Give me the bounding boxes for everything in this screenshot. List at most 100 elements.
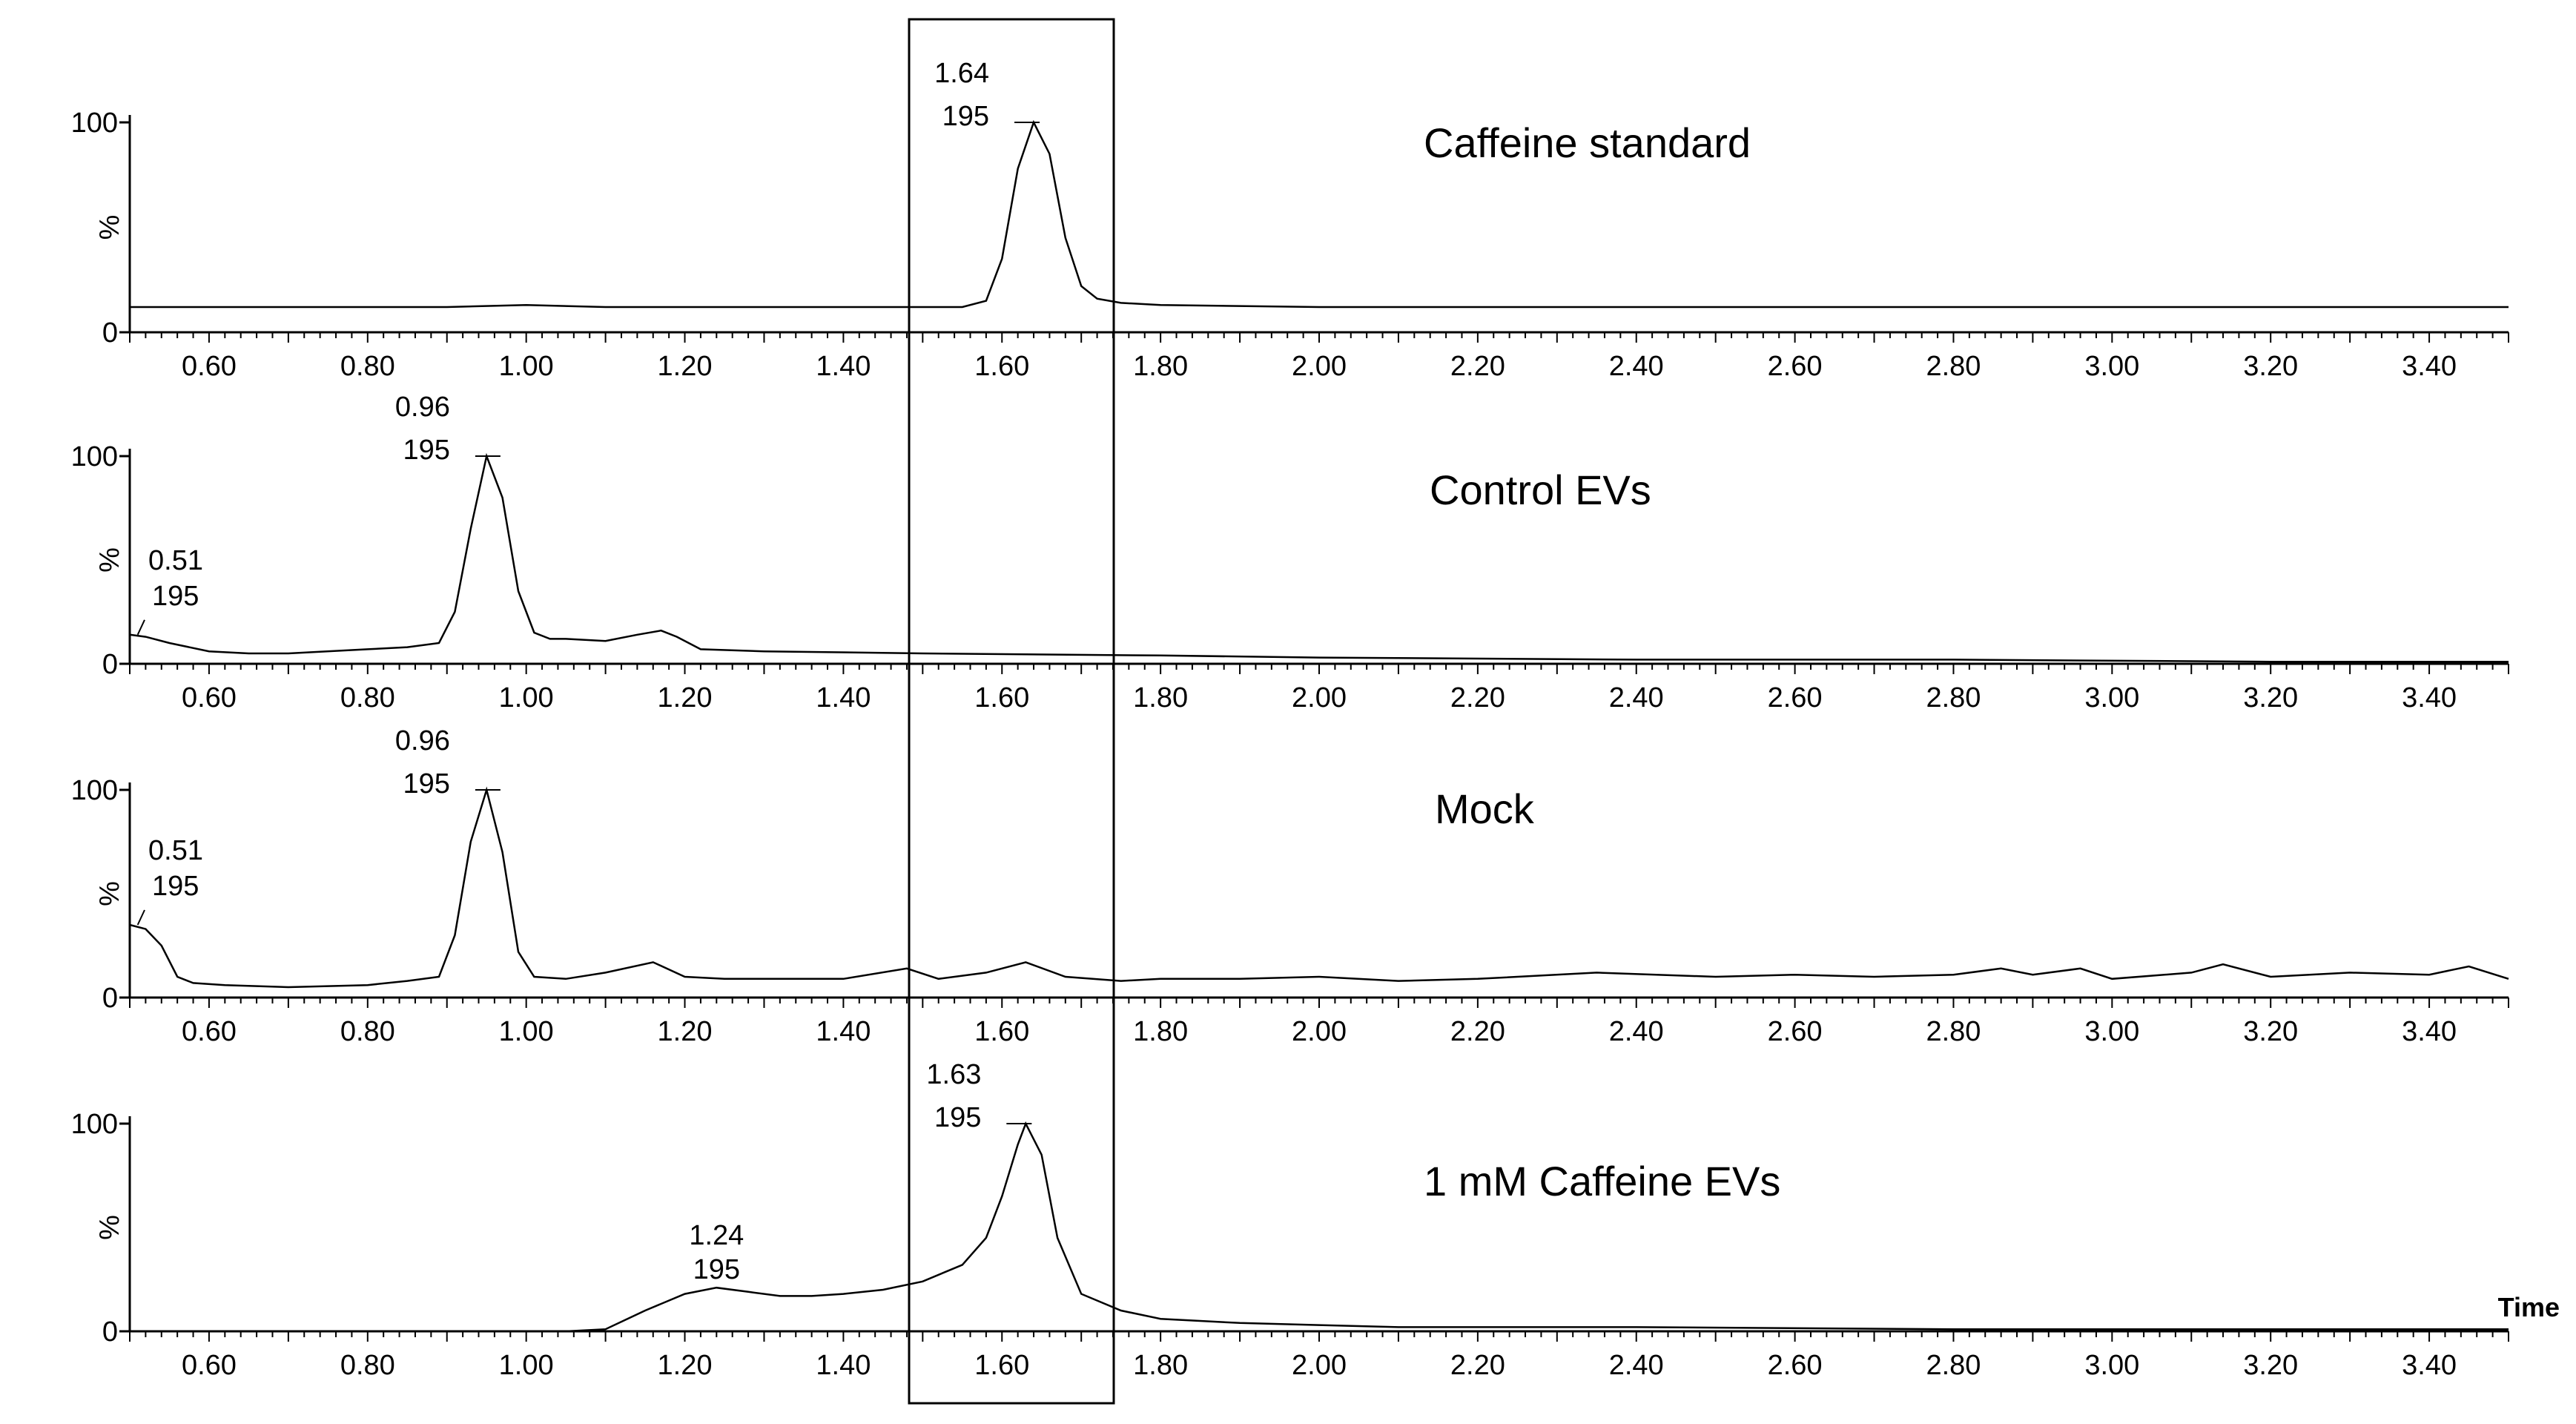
peak-mz-label: 195	[934, 1102, 981, 1133]
x-tick-label: 1.60	[974, 682, 1029, 713]
x-tick-label: 2.80	[1926, 682, 1981, 713]
x-tick-label: 1.00	[499, 351, 554, 382]
x-tick-label: 0.80	[340, 1016, 395, 1047]
x-tick-label: 3.20	[2243, 351, 2298, 382]
x-tick-label: 3.00	[2084, 1016, 2139, 1047]
x-tick-label: 0.80	[340, 682, 395, 713]
x-tick-label: 1.80	[1133, 1016, 1188, 1047]
x-tick-label: 2.00	[1292, 1350, 1347, 1381]
peak-mz-label: 195	[152, 581, 199, 612]
x-tick-label: 2.20	[1450, 351, 1505, 382]
x-tick-label: 2.60	[1768, 1350, 1823, 1381]
series-line	[129, 786, 2509, 989]
x-tick-label: 3.40	[2402, 682, 2457, 713]
peak-leader	[136, 909, 145, 926]
y-axis-label: %	[94, 547, 125, 573]
x-tick-label: 1.80	[1133, 351, 1188, 382]
x-tick-label: 3.40	[2402, 1016, 2457, 1047]
x-tick-label: 2.00	[1292, 682, 1347, 713]
panel-title: Control EVs	[1430, 467, 1651, 513]
series-line	[129, 452, 2509, 663]
x-tick-label: 0.60	[182, 682, 237, 713]
x-tick-label: 2.40	[1609, 682, 1664, 713]
x-tick-label: 1.60	[974, 1350, 1029, 1381]
peak-retention-label: 0.96	[395, 392, 450, 423]
peak-retention-label: 0.96	[395, 725, 450, 756]
peak-mz-label: 195	[942, 101, 989, 132]
x-tick-label: 1.00	[499, 1350, 554, 1381]
x-tick-label: 2.60	[1768, 1016, 1823, 1047]
y-axis-label: %	[94, 215, 125, 240]
x-tick-label: 2.40	[1609, 1350, 1664, 1381]
x-tick-label: 3.40	[2402, 351, 2457, 382]
x-tick-label: 2.20	[1450, 1350, 1505, 1381]
peak-mz-label: 195	[403, 435, 449, 466]
x-tick-label: 3.00	[2084, 351, 2139, 382]
x-tick-label: 2.00	[1292, 351, 1347, 382]
x-tick-label: 1.20	[658, 1350, 713, 1381]
peak-mz-label: 195	[152, 871, 199, 902]
series-line	[130, 1121, 2509, 1333]
x-tick-label: 3.40	[2402, 1350, 2457, 1381]
panel-title: Caffeine standard	[1424, 119, 1751, 166]
y-tick-label: 100	[71, 775, 118, 806]
x-tick-label: 3.20	[2243, 1350, 2298, 1381]
x-tick-label: 2.40	[1609, 1016, 1664, 1047]
peak-retention-label: 1.63	[926, 1059, 981, 1090]
x-tick-label: 1.80	[1133, 1350, 1188, 1381]
x-tick-label: 0.80	[340, 1350, 395, 1381]
x-tick-label: 2.60	[1768, 351, 1823, 382]
y-tick-label: 0	[102, 983, 118, 1014]
x-tick-label: 1.40	[816, 1016, 871, 1047]
y-tick-label: 100	[71, 108, 118, 139]
y-tick-label: 0	[102, 317, 118, 349]
y-tick-label: 100	[71, 1109, 118, 1140]
x-tick-label: 1.40	[816, 682, 871, 713]
x-tick-label: 2.40	[1609, 351, 1664, 382]
x-tick-label: 2.00	[1292, 1016, 1347, 1047]
x-tick-label: 1.60	[974, 1016, 1029, 1047]
peak-retention-label: 1.24	[689, 1220, 744, 1251]
x-tick-label: 1.20	[658, 351, 713, 382]
x-tick-label: 3.20	[2243, 682, 2298, 713]
x-tick-label: 1.40	[816, 1350, 871, 1381]
x-tick-label: 3.00	[2084, 682, 2139, 713]
x-tick-label: 2.60	[1768, 682, 1823, 713]
peak-retention-label: 1.64	[934, 58, 989, 89]
x-tick-label: 1.60	[974, 351, 1029, 382]
chromatogram-panels: 100 0% 0.60 0.80 1.00 1.20 1.40 1.60 1.80 2.00 2.2…	[71, 58, 2560, 1381]
panel-1: 100 0% 0.60 0.80 1.00 1.20 1.40 1.60 1.80 2.00 2.2…	[71, 58, 2509, 382]
panel-3: 100 0% 0.60 0.80 1.00 1.20 1.40 1.60 1.80 2.00 2.2…	[71, 725, 2509, 1047]
y-axis-label: %	[94, 881, 125, 906]
y-tick-label: 0	[102, 649, 118, 680]
x-tick-label: 2.80	[1926, 351, 1981, 382]
x-tick-label: 2.20	[1450, 682, 1505, 713]
x-tick-label: 0.60	[182, 1016, 237, 1047]
panel-2: 100 0% 0.60 0.80 1.00 1.20 1.40 1.60 1.80 2.00 2.2…	[71, 392, 2509, 713]
x-tick-label: 1.40	[816, 351, 871, 382]
highlight-box	[908, 18, 1115, 1405]
x-tick-label: 1.20	[658, 1016, 713, 1047]
y-tick-label: 100	[71, 441, 118, 472]
x-tick-label: 1.00	[499, 682, 554, 713]
peak-leader	[136, 619, 145, 636]
y-tick-label: 0	[102, 1316, 118, 1348]
panel-4: 100 0% 0.60 0.80 1.00 1.20 1.40 1.60 1.80 2.00 2.2…	[71, 1059, 2560, 1381]
x-tick-label: 2.80	[1926, 1016, 1981, 1047]
x-tick-label: 2.20	[1450, 1016, 1505, 1047]
x-tick-label: 3.00	[2084, 1350, 2139, 1381]
y-axis-label: %	[94, 1215, 125, 1240]
x-tick-label: 1.80	[1133, 682, 1188, 713]
x-tick-label: 2.80	[1926, 1350, 1981, 1381]
peak-mz-label: 195	[403, 768, 449, 800]
x-tick-label: 0.60	[182, 1350, 237, 1381]
peak-mz-label: 195	[693, 1254, 740, 1285]
x-axis-label: Time	[2498, 1292, 2560, 1322]
panel-title: Mock	[1435, 785, 1535, 832]
panel-title: 1 mM Caffeine EVs	[1424, 1158, 1780, 1204]
x-tick-label: 0.60	[182, 351, 237, 382]
x-tick-label: 0.80	[340, 351, 395, 382]
x-tick-label: 1.20	[658, 682, 713, 713]
